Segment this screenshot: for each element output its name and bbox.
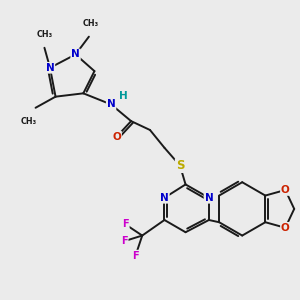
Text: N: N: [46, 63, 54, 73]
Text: CH₃: CH₃: [36, 30, 52, 39]
Text: F: F: [132, 250, 139, 261]
Text: CH₃: CH₃: [83, 19, 99, 28]
Text: N: N: [160, 193, 169, 203]
Text: N: N: [205, 193, 213, 203]
Text: F: F: [121, 236, 128, 246]
Text: CH₃: CH₃: [21, 117, 37, 126]
Text: O: O: [281, 223, 290, 233]
Text: N: N: [71, 50, 80, 59]
Text: O: O: [112, 132, 121, 142]
Text: N: N: [107, 99, 116, 110]
Text: O: O: [281, 185, 290, 195]
Text: F: F: [122, 219, 129, 230]
Text: H: H: [119, 91, 128, 100]
Text: S: S: [176, 159, 184, 172]
